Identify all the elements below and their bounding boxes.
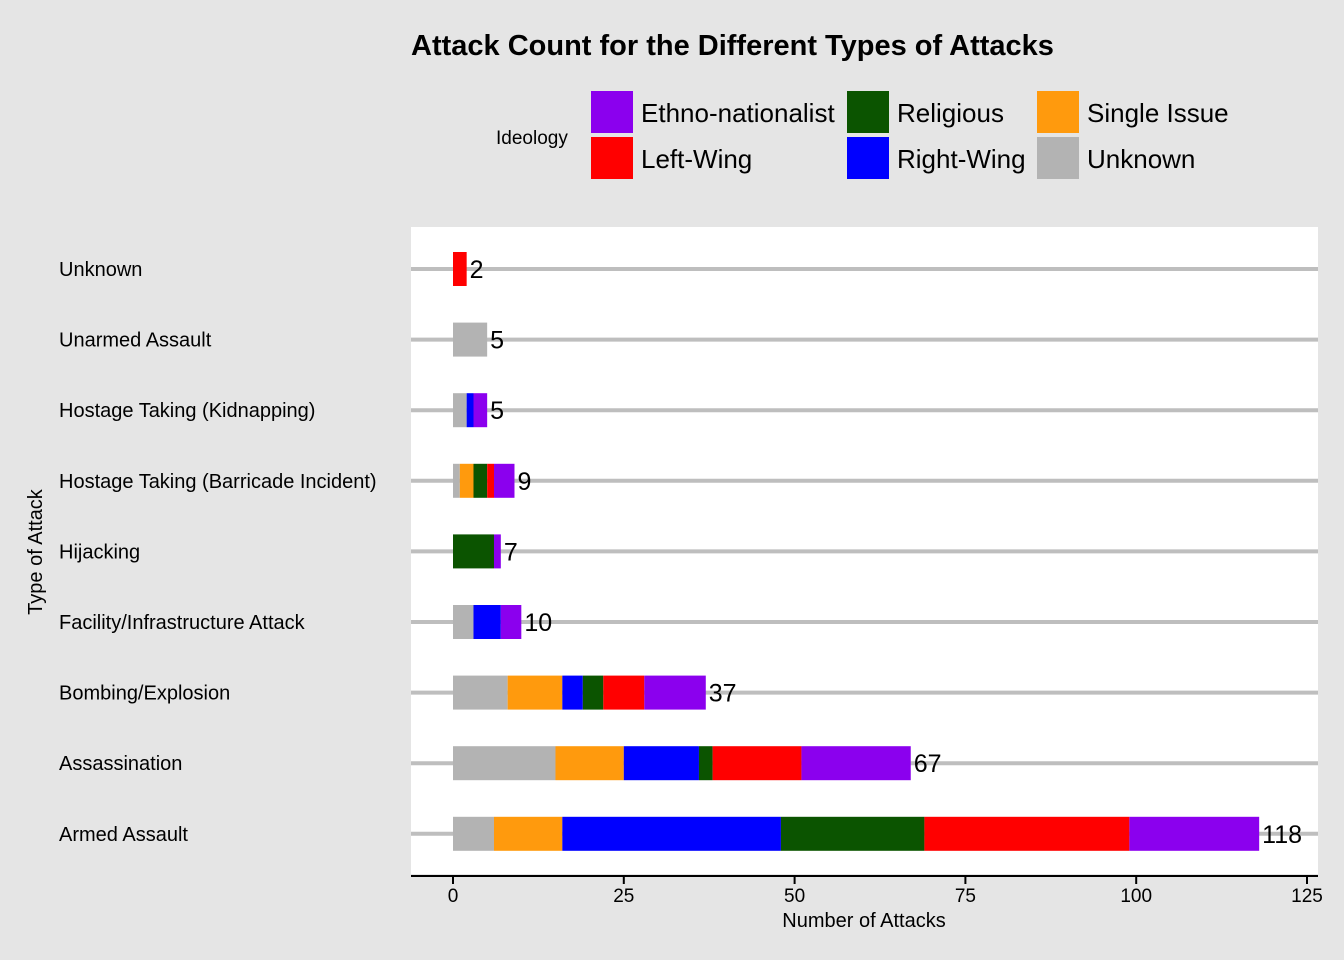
legend-swatch-left-wing	[591, 137, 633, 179]
legend-label-left-wing: Left-Wing	[641, 144, 752, 174]
chart-title: Attack Count for the Different Types of …	[411, 30, 1054, 62]
legend-title: Ideology	[496, 128, 568, 149]
category-labels: Unknown Unarmed Assault Hostage Taking (Ki…	[59, 259, 377, 846]
bar-facility-infrastructure-attack-unknown	[453, 605, 474, 639]
bar-hostage-taking-barricade-incident-religious	[473, 463, 488, 498]
bar-assassination-ethno-nationalist	[801, 746, 911, 781]
legend-swatch-ethno-nationalist	[591, 91, 633, 133]
category-label-assassination: Assassination	[59, 753, 182, 775]
bar-bombing-explosion-religious	[582, 675, 604, 710]
legend-swatch-unknown	[1037, 137, 1079, 179]
bar-armed-assault-right-wing	[562, 816, 781, 851]
x-tick-label-125: 125	[1291, 886, 1323, 907]
bar-unarmed-assault-unknown	[453, 322, 488, 357]
bar-bombing-explosion-right-wing	[562, 675, 583, 710]
y-axis-title: Type of Attack	[25, 488, 47, 615]
bar-total-hostage-taking-barricade-incident: 9	[517, 468, 531, 496]
x-tick-label-0: 0	[448, 886, 459, 907]
category-label-unarmed-assault: Unarmed Assault	[59, 330, 212, 352]
bar-total-labels: 2 5 5 9 7 10 37 67 118	[470, 256, 1302, 849]
legend-label-ethno-nationalist: Ethno-nationalist	[641, 98, 835, 128]
bar-total-bombing-explosion: 37	[709, 680, 737, 708]
category-label-hijacking: Hijacking	[59, 541, 140, 563]
legend-swatch-religious	[847, 91, 889, 133]
legend-label-unknown: Unknown	[1087, 144, 1195, 174]
bar-total-assassination: 67	[914, 750, 942, 778]
x-tick-label-50: 50	[784, 886, 805, 907]
bar-hostage-taking-barricade-incident-single-issue	[459, 463, 474, 498]
category-label-hostage-taking-barricade-incident: Hostage Taking (Barricade Incident)	[59, 471, 377, 493]
bar-bombing-explosion-unknown	[453, 675, 508, 710]
bar-armed-assault-religious	[780, 816, 925, 851]
bar-assassination-left-wing	[712, 746, 802, 781]
category-label-unknown: Unknown	[59, 259, 142, 281]
legend-swatch-right-wing	[847, 137, 889, 179]
category-label-armed-assault: Armed Assault	[59, 824, 188, 846]
bar-total-unknown: 2	[470, 256, 484, 284]
legend-label-single-issue: Single Issue	[1087, 98, 1229, 128]
category-label-hostage-taking-kidnapping: Hostage Taking (Kidnapping)	[59, 400, 315, 422]
bar-hijacking-ethno-nationalist	[493, 534, 501, 569]
bar-total-unarmed-assault: 5	[490, 327, 504, 355]
bar-armed-assault-ethno-nationalist	[1129, 816, 1260, 851]
x-axis-ticks: 0 25 50 75 100 125	[448, 876, 1323, 907]
bar-hijacking-religious	[453, 534, 494, 569]
x-tick-label-25: 25	[613, 886, 634, 907]
bar-facility-infrastructure-attack-right-wing	[473, 605, 501, 639]
bar-hostage-taking-barricade-incident-unknown	[453, 463, 460, 498]
legend: Ideology Ethno-nationalist Religious Singl…	[496, 91, 1229, 179]
category-label-facility-infrastructure-attack: Facility/Infrastructure Attack	[59, 612, 306, 634]
bar-assassination-right-wing	[623, 746, 699, 781]
bar-total-hostage-taking-kidnapping: 5	[490, 397, 504, 425]
bar-bombing-explosion-single-issue	[507, 675, 563, 710]
bar-assassination-unknown	[453, 746, 556, 781]
bar-hostage-taking-kidnapping-unknown	[453, 393, 467, 428]
bar-assassination-single-issue	[555, 746, 624, 781]
bar-bombing-explosion-left-wing	[603, 675, 645, 710]
x-tick-label-75: 75	[955, 886, 976, 907]
x-tick-label-100: 100	[1120, 886, 1152, 907]
bars	[453, 252, 1260, 851]
bar-total-facility-infrastructure-attack: 10	[524, 609, 552, 637]
bar-bombing-explosion-ethno-nationalist	[644, 675, 706, 710]
bar-facility-infrastructure-attack-ethno-nationalist	[500, 605, 522, 639]
bar-hostage-taking-barricade-incident-ethno-nationalist	[493, 463, 515, 498]
bar-assassination-religious	[698, 746, 713, 781]
x-axis-title: Number of Attacks	[782, 910, 945, 932]
category-label-bombing-explosion: Bombing/Explosion	[59, 683, 230, 705]
bar-armed-assault-unknown	[453, 816, 494, 851]
legend-swatch-single-issue	[1037, 91, 1079, 133]
bar-hostage-taking-kidnapping-ethno-nationalist	[473, 393, 488, 428]
bar-unknown-left-wing	[453, 252, 467, 286]
legend-label-religious: Religious	[897, 98, 1004, 128]
bar-total-hijacking: 7	[504, 538, 518, 566]
bar-hostage-taking-kidnapping-right-wing	[466, 393, 474, 428]
bar-hostage-taking-barricade-incident-left-wing	[487, 463, 494, 498]
legend-label-right-wing: Right-Wing	[897, 144, 1026, 174]
bar-armed-assault-left-wing	[924, 816, 1130, 851]
bar-armed-assault-single-issue	[493, 816, 563, 851]
bar-total-armed-assault: 118	[1262, 821, 1302, 849]
